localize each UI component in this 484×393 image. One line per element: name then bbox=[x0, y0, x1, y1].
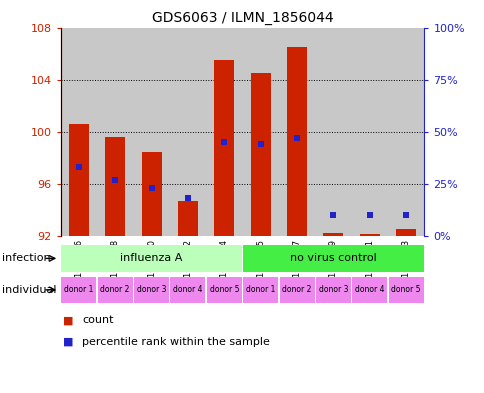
Text: donor 5: donor 5 bbox=[209, 285, 239, 294]
Bar bbox=[178, 201, 197, 236]
Bar bbox=[61, 245, 241, 272]
Text: donor 1: donor 1 bbox=[64, 285, 93, 294]
Bar bbox=[351, 28, 387, 236]
Text: donor 4: donor 4 bbox=[354, 285, 384, 294]
Text: percentile rank within the sample: percentile rank within the sample bbox=[82, 337, 270, 347]
Title: GDS6063 / ILMN_1856044: GDS6063 / ILMN_1856044 bbox=[151, 11, 333, 25]
Text: donor 3: donor 3 bbox=[136, 285, 166, 294]
Bar bbox=[359, 235, 379, 236]
Bar bbox=[214, 60, 234, 236]
Bar bbox=[250, 73, 270, 236]
Bar bbox=[206, 28, 242, 236]
Text: no virus control: no virus control bbox=[289, 253, 376, 263]
Text: influenza A: influenza A bbox=[120, 253, 182, 263]
Text: donor 2: donor 2 bbox=[282, 285, 311, 294]
Text: donor 3: donor 3 bbox=[318, 285, 348, 294]
Bar bbox=[169, 28, 206, 236]
Text: donor 4: donor 4 bbox=[173, 285, 202, 294]
Bar bbox=[105, 137, 125, 236]
Bar bbox=[323, 233, 343, 236]
Bar bbox=[278, 28, 315, 236]
Bar bbox=[170, 277, 205, 303]
Bar bbox=[97, 277, 132, 303]
Bar bbox=[61, 277, 96, 303]
Text: donor 1: donor 1 bbox=[245, 285, 275, 294]
Bar bbox=[287, 47, 306, 236]
Bar bbox=[242, 28, 278, 236]
Bar bbox=[387, 28, 424, 236]
Bar bbox=[315, 277, 350, 303]
Bar bbox=[206, 277, 241, 303]
Bar bbox=[141, 152, 161, 236]
Bar bbox=[97, 28, 133, 236]
Bar bbox=[133, 28, 169, 236]
Bar bbox=[242, 277, 277, 303]
Text: ■: ■ bbox=[63, 337, 74, 347]
Text: count: count bbox=[82, 315, 114, 325]
Text: donor 2: donor 2 bbox=[100, 285, 130, 294]
Text: ■: ■ bbox=[63, 315, 74, 325]
Text: individual: individual bbox=[2, 285, 57, 295]
Bar bbox=[242, 245, 423, 272]
Text: infection: infection bbox=[2, 253, 51, 263]
Bar bbox=[279, 277, 314, 303]
Bar bbox=[134, 277, 168, 303]
Bar bbox=[315, 28, 351, 236]
Bar bbox=[388, 277, 423, 303]
Bar bbox=[351, 277, 386, 303]
Bar bbox=[395, 229, 415, 236]
Bar bbox=[69, 124, 89, 236]
Bar bbox=[60, 28, 97, 236]
Text: donor 5: donor 5 bbox=[391, 285, 420, 294]
